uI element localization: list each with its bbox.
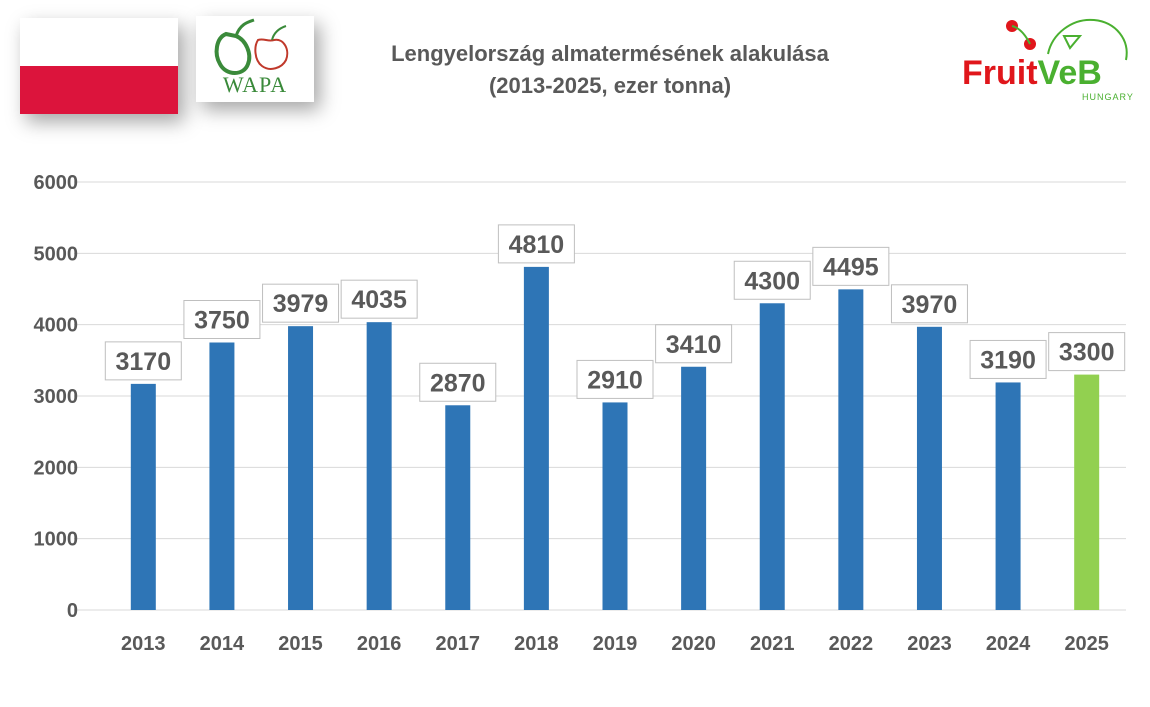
x-tick-label: 2018 [514, 633, 559, 655]
data-label-box [340, 279, 418, 319]
chart-data-labels: 3170 3750 3979 4035 2870 4810 2910 3410 4300 4495… [104, 224, 1126, 402]
y-axis-labels: 0 1000 2000 3000 4000 5000 6000 [34, 172, 79, 622]
data-label-box [183, 300, 261, 339]
title-line-2: (2013-2025, ezer tonna) [488, 73, 732, 98]
bar-2019 [602, 402, 628, 610]
y-tick-label: 6000 [34, 172, 79, 194]
y-tick-label: 3000 [34, 386, 79, 408]
y-tick-label: 2000 [34, 457, 79, 479]
y-tick-label: 4000 [34, 315, 79, 337]
bar-2016 [366, 322, 392, 610]
x-tick-label: 2022 [829, 633, 874, 655]
x-tick-label: 2021 [750, 633, 795, 655]
y-tick-label: 0 [67, 600, 78, 622]
x-tick-label: 2019 [593, 633, 638, 655]
data-label-2014: 3750 [194, 307, 250, 335]
bar-2024 [995, 382, 1021, 610]
y-tick-label: 1000 [34, 529, 79, 551]
bar-2015 [288, 326, 314, 610]
data-label-box [1048, 332, 1126, 372]
x-tick-label: 2014 [200, 633, 245, 655]
data-label-2017: 2870 [430, 369, 486, 397]
fruitveb-logo-text: FruitVeB [962, 54, 1102, 93]
data-label-box [733, 260, 811, 300]
data-label-2021: 4300 [744, 267, 800, 295]
chart-title: Lengyelország almatermésének alakulása (… [330, 38, 890, 102]
x-tick-label: 2025 [1064, 633, 1109, 655]
fruitveb-logo-text-veb: VeB [1037, 54, 1102, 92]
bar-2025 [1074, 374, 1100, 610]
bar-2017 [445, 405, 471, 610]
x-tick-label: 2015 [278, 633, 323, 655]
data-label-2024: 3190 [980, 346, 1036, 374]
data-label-box [890, 284, 968, 324]
data-label-2015: 3979 [273, 290, 329, 318]
data-label-2018: 4810 [509, 231, 565, 259]
bar-2013 [130, 383, 156, 610]
data-label-box [969, 339, 1047, 379]
data-label-2023: 3970 [902, 291, 958, 319]
data-label-2022: 4495 [823, 253, 879, 281]
x-tick-label: 2023 [907, 633, 952, 655]
fruitveb-logo-text-fruit: Fruit [962, 54, 1038, 92]
bar-2018 [523, 266, 549, 610]
fruitveb-logo-icon: FruitVeB HUNGARY [960, 14, 1150, 110]
fruitveb-logo-subtext: HUNGARY [1082, 92, 1134, 102]
x-tick-label: 2016 [357, 633, 402, 655]
poland-flag-icon [20, 18, 178, 114]
wapa-logo-icon: WAPA [196, 16, 314, 102]
y-tick-label: 5000 [34, 243, 79, 265]
data-label-box [497, 224, 575, 264]
chart-bars [130, 266, 1100, 610]
bar-2014 [209, 342, 235, 610]
data-label-2013: 3170 [115, 348, 171, 376]
data-label-box [576, 359, 654, 399]
wapa-logo-text: WAPA [222, 72, 288, 97]
data-label-box [655, 324, 733, 364]
title-line-1: Lengyelország almatermésének alakulása [391, 41, 829, 66]
flag-red-stripe [20, 66, 178, 114]
bar-2022 [838, 289, 864, 610]
wapa-fruit-drawing [214, 18, 289, 75]
data-label-box [262, 283, 340, 323]
x-axis-labels: 2013 2014 2015 2016 2017 2018 2019 2020 2021 2022… [121, 633, 1109, 655]
x-tick-label: 2024 [986, 633, 1031, 655]
data-label-2019: 2910 [587, 366, 643, 394]
bar-2023 [916, 326, 942, 610]
x-tick-label: 2020 [671, 633, 716, 655]
x-tick-label: 2013 [121, 633, 166, 655]
data-label-2016: 4035 [351, 286, 407, 314]
data-label-box [812, 246, 890, 286]
data-label-2020: 3410 [666, 331, 722, 359]
x-tick-label: 2017 [436, 633, 481, 655]
data-label-box [419, 362, 497, 402]
bar-2020 [681, 366, 707, 610]
data-label-box [104, 341, 182, 381]
bar-2021 [759, 303, 785, 610]
fruitveb-swirl-drawing [1006, 18, 1128, 61]
data-label-2025: 3300 [1059, 339, 1115, 367]
